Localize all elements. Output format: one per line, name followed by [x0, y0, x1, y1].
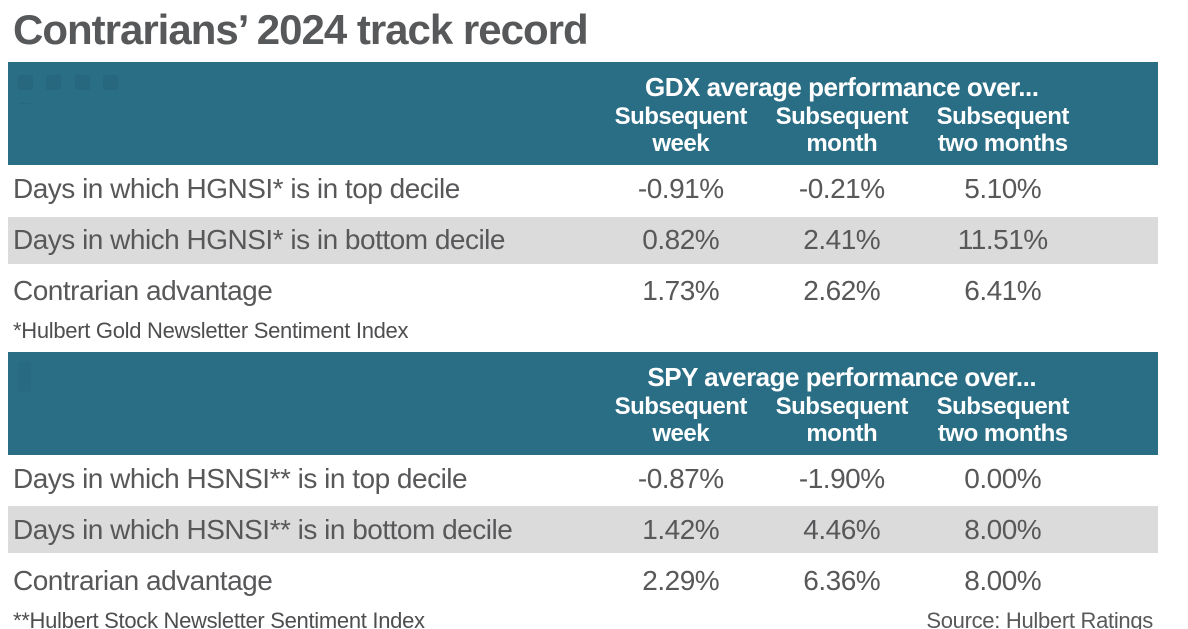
table-row-gdx-top-decile: Days in which HGNSI* is in top decile -0… [8, 165, 1158, 216]
cell-value: 0.82% [600, 213, 762, 267]
cell-value: -0.21% [761, 165, 923, 216]
cell-value: -1.90% [761, 454, 923, 505]
col-head-line: two months [937, 419, 1068, 447]
cell-value: 8.00% [922, 503, 1084, 557]
row-label: Days in which HGNSI* is in top decile [8, 165, 601, 216]
spy-group-header: SPY average performance over... [600, 352, 1084, 394]
gdx-header-pad [1083, 62, 1158, 105]
col-head-line: two months [937, 130, 1068, 158]
figure-title: Contrarians’ 2024 track record [13, 6, 589, 53]
cell-value: 6.41% [922, 265, 1084, 316]
cell-pad [1083, 554, 1158, 605]
gdx-col-subsequent-month: Subsequent month [761, 103, 923, 166]
col-head-line: Subsequent [936, 393, 1070, 420]
col-head-line: Subsequent [775, 393, 909, 420]
cell-value: 1.73% [600, 265, 762, 316]
col-head-line: Subsequent [614, 393, 748, 420]
spy-col-subsequent-week: Subsequent week [600, 393, 762, 455]
watermark-mark [18, 362, 31, 392]
spy-col-subsequent-two-months: Subsequent two months [922, 393, 1084, 455]
cell-value: 1.42% [600, 503, 762, 557]
col-head-line: week [652, 419, 710, 447]
cell-value: 5.10% [922, 165, 1084, 216]
gdx-header-spacer [8, 62, 601, 119]
cell-value: 2.41% [761, 213, 923, 267]
table-row-spy-bottom-decile: Days in which HSNSI** is in bottom decil… [8, 503, 1158, 557]
cell-value: -0.87% [600, 454, 762, 505]
table-row-spy-top-decile: Days in which HSNSI** is in top decile -… [8, 454, 1158, 505]
gdx-col-subsequent-two-months: Subsequent two months [922, 103, 1084, 166]
row-label: Contrarian advantage [8, 554, 601, 605]
cell-pad [1083, 265, 1158, 316]
cell-pad [1083, 213, 1158, 267]
cell-pad [1083, 165, 1158, 216]
footer-row: **Hulbert Stock Newsletter Sentiment Ind… [13, 608, 1153, 629]
cell-value: 8.00% [922, 554, 1084, 605]
gdx-col-subsequent-week: Subsequent week [600, 103, 762, 166]
cell-value: 6.36% [761, 554, 923, 605]
source-credit: Source: Hulbert Ratings [926, 607, 1153, 629]
row-label: Contrarian advantage [8, 265, 601, 316]
row-label: Days in which HGNSI* is in bottom decile [8, 213, 601, 267]
col-head-line: Subsequent [936, 103, 1070, 131]
spy-header-spacer [8, 352, 601, 394]
col-head-line: week [652, 130, 710, 158]
cell-pad [1083, 503, 1158, 557]
cell-value: -0.91% [600, 165, 762, 216]
cell-value: 4.46% [761, 503, 923, 557]
table-row-spy-contrarian-advantage: Contrarian advantage 2.29% 6.36% 8.00% [8, 554, 1158, 605]
cell-value: 0.00% [922, 454, 1084, 505]
spy-header-pad [1083, 352, 1158, 394]
spy-footnote: **Hulbert Stock Newsletter Sentiment Ind… [13, 607, 425, 629]
table-row-gdx-bottom-decile: Days in which HGNSI* is in bottom decile… [8, 213, 1158, 267]
cell-value: 11.51% [922, 213, 1084, 267]
spy-col-subsequent-month: Subsequent month [761, 393, 923, 455]
row-label: Days in which HSNSI** is in bottom decil… [8, 503, 601, 557]
gdx-colhead-pad [1083, 104, 1158, 166]
col-head-line: Subsequent [614, 103, 748, 131]
col-head-line: Subsequent [775, 103, 909, 131]
table-row-gdx-contrarian-advantage: Contrarian advantage 1.73% 2.62% 6.41% [8, 265, 1158, 316]
gdx-footnote: *Hulbert Gold Newsletter Sentiment Index [13, 318, 409, 344]
cell-value: 2.62% [761, 265, 923, 316]
gdx-group-header: GDX average performance over... [600, 62, 1084, 105]
col-head-line: month [806, 419, 878, 447]
col-head-line: month [806, 130, 878, 158]
spy-colhead-spacer [8, 394, 601, 455]
gdx-performance-table: GDX average performance over... Subseque… [8, 62, 1158, 316]
cell-value: 2.29% [600, 554, 762, 605]
spy-performance-table: SPY average performance over... Subseque… [8, 352, 1158, 605]
row-label: Days in which HSNSI** is in top decile [8, 454, 601, 505]
cell-pad [1083, 454, 1158, 505]
spy-colhead-pad [1083, 394, 1158, 455]
gdx-colhead-spacer [8, 104, 601, 166]
